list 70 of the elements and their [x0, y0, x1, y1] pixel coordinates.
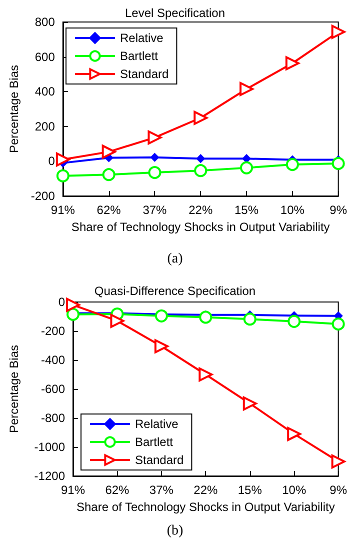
legend-label: Relative — [120, 31, 164, 45]
point — [287, 426, 302, 441]
x-tick-label: 9% — [330, 483, 348, 497]
y-tick-label: 0 — [58, 295, 66, 309]
legend-label: Relative — [135, 417, 179, 431]
text: (b) — [166, 524, 184, 538]
y-axis-title: Percentage Bias — [7, 64, 21, 154]
x-tick-label: 10% — [280, 203, 305, 217]
chart-title: Quasi-Difference Specification — [94, 284, 256, 298]
chart-title: Level Specification — [124, 6, 226, 20]
text: (a) — [167, 252, 184, 266]
y-tick-label: -1000 — [34, 440, 66, 454]
point — [240, 161, 254, 174]
point — [332, 318, 345, 331]
x-tick-label: 37% — [142, 203, 168, 217]
y-tick-label: -600 — [40, 382, 66, 396]
point — [66, 298, 80, 312]
x-tick-label: 15% — [234, 203, 259, 217]
point — [150, 153, 159, 162]
x-axis-title: Share of Technology Shocks in Output Variability — [76, 500, 335, 514]
y-tick-label: -200 — [40, 324, 66, 338]
point — [56, 169, 70, 182]
x-tick-label: 10% — [282, 483, 306, 497]
point — [110, 314, 124, 328]
point — [199, 310, 212, 324]
point — [240, 82, 254, 96]
y-tick-label: 200 — [34, 119, 56, 134]
x-tick-label: 91% — [60, 483, 86, 497]
y-tick-label: 400 — [34, 84, 56, 99]
y-tick-label: 600 — [34, 50, 56, 64]
point — [148, 130, 162, 145]
y-tick-label: -200 — [30, 189, 56, 203]
point — [285, 56, 300, 70]
point — [102, 144, 116, 159]
x-tick-label: 22% — [188, 203, 213, 217]
point — [154, 309, 168, 322]
legend-label: Standard — [120, 67, 169, 81]
point — [194, 110, 208, 125]
x-tick-label: 22% — [194, 483, 218, 497]
y-tick-label: 800 — [34, 15, 56, 29]
point — [286, 158, 299, 172]
y-tick-label: -400 — [40, 353, 66, 367]
y-tick-label: -800 — [40, 411, 66, 425]
point — [154, 339, 168, 354]
legend-label: Bartlett — [135, 435, 174, 449]
x-tick-label: 62% — [105, 483, 130, 497]
point — [331, 24, 346, 39]
point — [194, 164, 208, 178]
x-axis-title: Share of Technology Shocks in Output Variability — [71, 220, 330, 234]
point — [196, 154, 205, 163]
point — [288, 314, 301, 328]
point — [102, 168, 116, 182]
point — [243, 312, 256, 326]
point — [56, 152, 70, 166]
point — [198, 368, 213, 382]
x-tick-label: 62% — [96, 203, 122, 217]
y-tick-label: 0 — [48, 154, 56, 168]
point — [331, 454, 346, 468]
x-tick-label: 9% — [330, 203, 348, 217]
legend-label: Bartlett — [120, 49, 159, 63]
legend-label: Standard — [135, 453, 184, 467]
point — [242, 396, 257, 410]
point — [332, 156, 345, 170]
y-axis-title: Percentage Bias — [7, 344, 21, 434]
x-tick-label: 15% — [238, 483, 262, 497]
y-tick-label: -1200 — [34, 469, 66, 483]
point — [66, 308, 80, 321]
x-tick-label: 91% — [50, 203, 76, 217]
x-tick-label: 37% — [149, 483, 174, 497]
point — [148, 166, 162, 180]
